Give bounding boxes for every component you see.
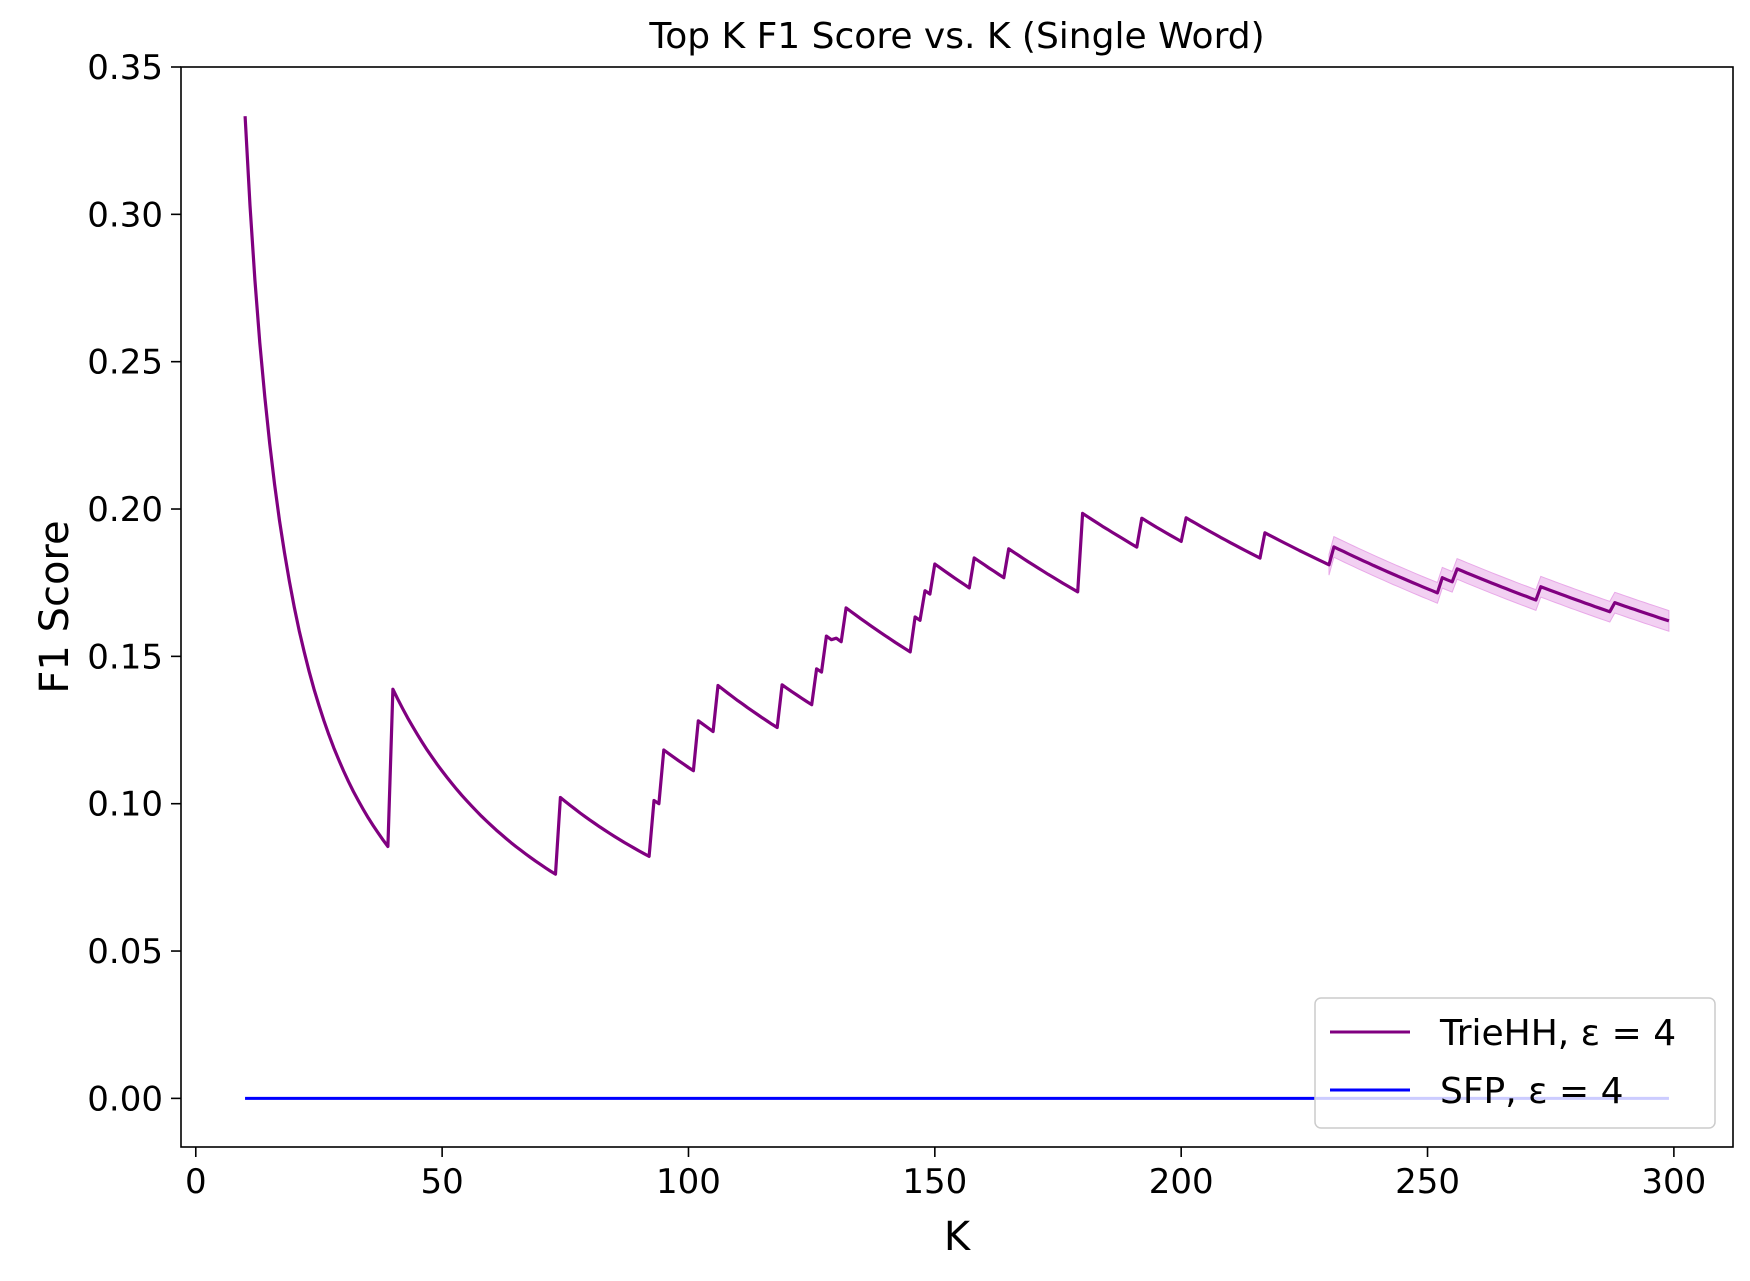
x-axis: 0 50 100 150 200 250 300 — [185, 1147, 1706, 1202]
x-tick-label: 100 — [656, 1162, 721, 1202]
y-tick-label: 0.05 — [87, 932, 163, 972]
y-axis: 0.00 0.05 0.10 0.15 0.20 0.25 0.30 0.35 — [87, 48, 181, 1119]
x-tick-label: 250 — [1395, 1162, 1460, 1202]
y-axis-label: F1 Score — [32, 520, 78, 693]
confidence-band-layer — [1328, 535, 1670, 632]
chart-title: Top K F1 Score vs. K (Single Word) — [648, 16, 1264, 57]
x-tick-label: 0 — [185, 1162, 207, 1202]
legend-label-triehh: TrieHH, ε = 4 — [1439, 1013, 1676, 1054]
legend-label-sfp: SFP, ε = 4 — [1440, 1071, 1624, 1112]
y-tick-label: 0.30 — [87, 195, 163, 235]
legend-box — [1314, 997, 1716, 1129]
x-tick-label: 200 — [1149, 1162, 1214, 1202]
x-tick-label: 50 — [420, 1162, 463, 1202]
legend: TrieHH, ε = 4 SFP, ε = 4 — [1314, 997, 1716, 1129]
y-tick-label: 0.20 — [87, 490, 163, 530]
x-axis-label: K — [944, 1214, 972, 1260]
plot-frame — [180, 66, 1734, 1148]
y-tick-label: 0.25 — [87, 343, 163, 383]
x-tick-label: 150 — [902, 1162, 967, 1202]
y-tick-label: 0.00 — [87, 1079, 163, 1119]
y-tick-label: 0.35 — [87, 48, 163, 88]
y-tick-label: 0.10 — [87, 785, 163, 825]
triehh-confidence-band — [1328, 535, 1670, 632]
series-line-triehh — [243, 116, 1670, 876]
x-tick-label: 300 — [1641, 1162, 1706, 1202]
y-tick-label: 0.15 — [87, 637, 163, 677]
